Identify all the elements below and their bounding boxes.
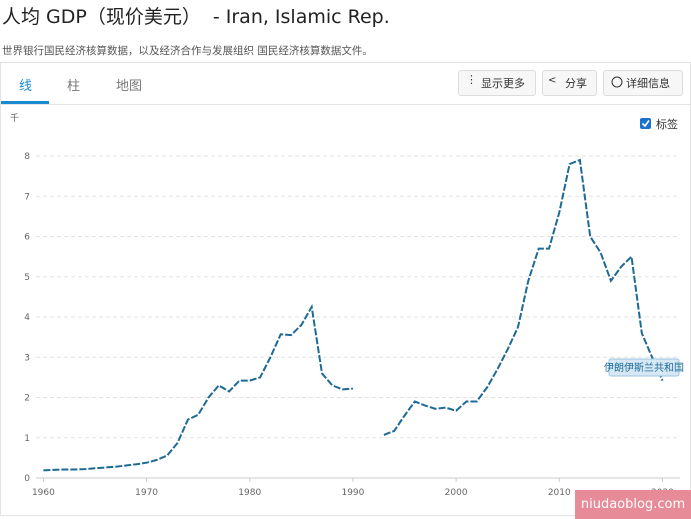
title: 人均 GDP（现价美元） - Iran, Islamic Rep.	[2, 2, 390, 29]
y-tick-label: 4	[24, 313, 30, 323]
y-tick-label: 3	[24, 353, 30, 363]
chart-card: 线 柱 地图 显示更多 分享 详细信息	[0, 62, 691, 516]
y-tick-label: 5	[24, 273, 30, 283]
series-label-box	[608, 358, 680, 377]
x-tick-label: 1960	[32, 488, 55, 498]
label: 显示更多	[481, 77, 525, 90]
label: 分享	[565, 77, 587, 90]
icon	[611, 76, 623, 88]
series-line	[43, 158, 664, 472]
x-tick-label: 1970	[135, 488, 158, 498]
divider	[1, 104, 690, 105]
x-tick-label: 1980	[238, 488, 261, 498]
y-tick-label: 8	[24, 152, 30, 162]
x-tick-label: 2000	[445, 488, 468, 498]
show-more-button[interactable]: 显示更多	[458, 70, 536, 96]
x-tick-label: 1990	[341, 488, 364, 498]
country: - Iran, Islamic Rep.	[212, 6, 390, 28]
y-unit: 千	[10, 113, 19, 124]
icon: <	[548, 75, 556, 86]
y-tick-label: 1	[24, 434, 30, 444]
tab[interactable]: 柱	[67, 79, 81, 94]
details-button[interactable]: 详细信息	[603, 70, 683, 96]
tab[interactable]: 线	[19, 79, 33, 94]
y-tick-label: 6	[24, 233, 30, 243]
tab-indicator	[1, 101, 49, 104]
watermark: niudaoblog.com	[575, 490, 691, 519]
indicator: 人均 GDP（现价美元）	[2, 6, 201, 28]
checkbox[interactable]	[640, 118, 651, 129]
label: 详细信息	[626, 77, 670, 90]
icon: ⋮	[466, 73, 477, 86]
series-label: 伊朗伊斯兰共和国	[604, 361, 684, 374]
share-button[interactable]: 分享	[542, 70, 597, 96]
subtitle: 世界银行国民经济核算数据，以及经济合作与发展组织 国民经济核算数据文件。	[2, 45, 373, 57]
y-tick-label: 2	[24, 394, 30, 404]
label-toggle[interactable]: 标签	[656, 117, 678, 131]
tab[interactable]: 地图	[116, 79, 143, 94]
y-tick-label: 7	[24, 192, 30, 202]
x-tick-label: 2010	[548, 488, 571, 498]
y-tick-label: 0	[24, 474, 30, 484]
check	[641, 120, 650, 128]
